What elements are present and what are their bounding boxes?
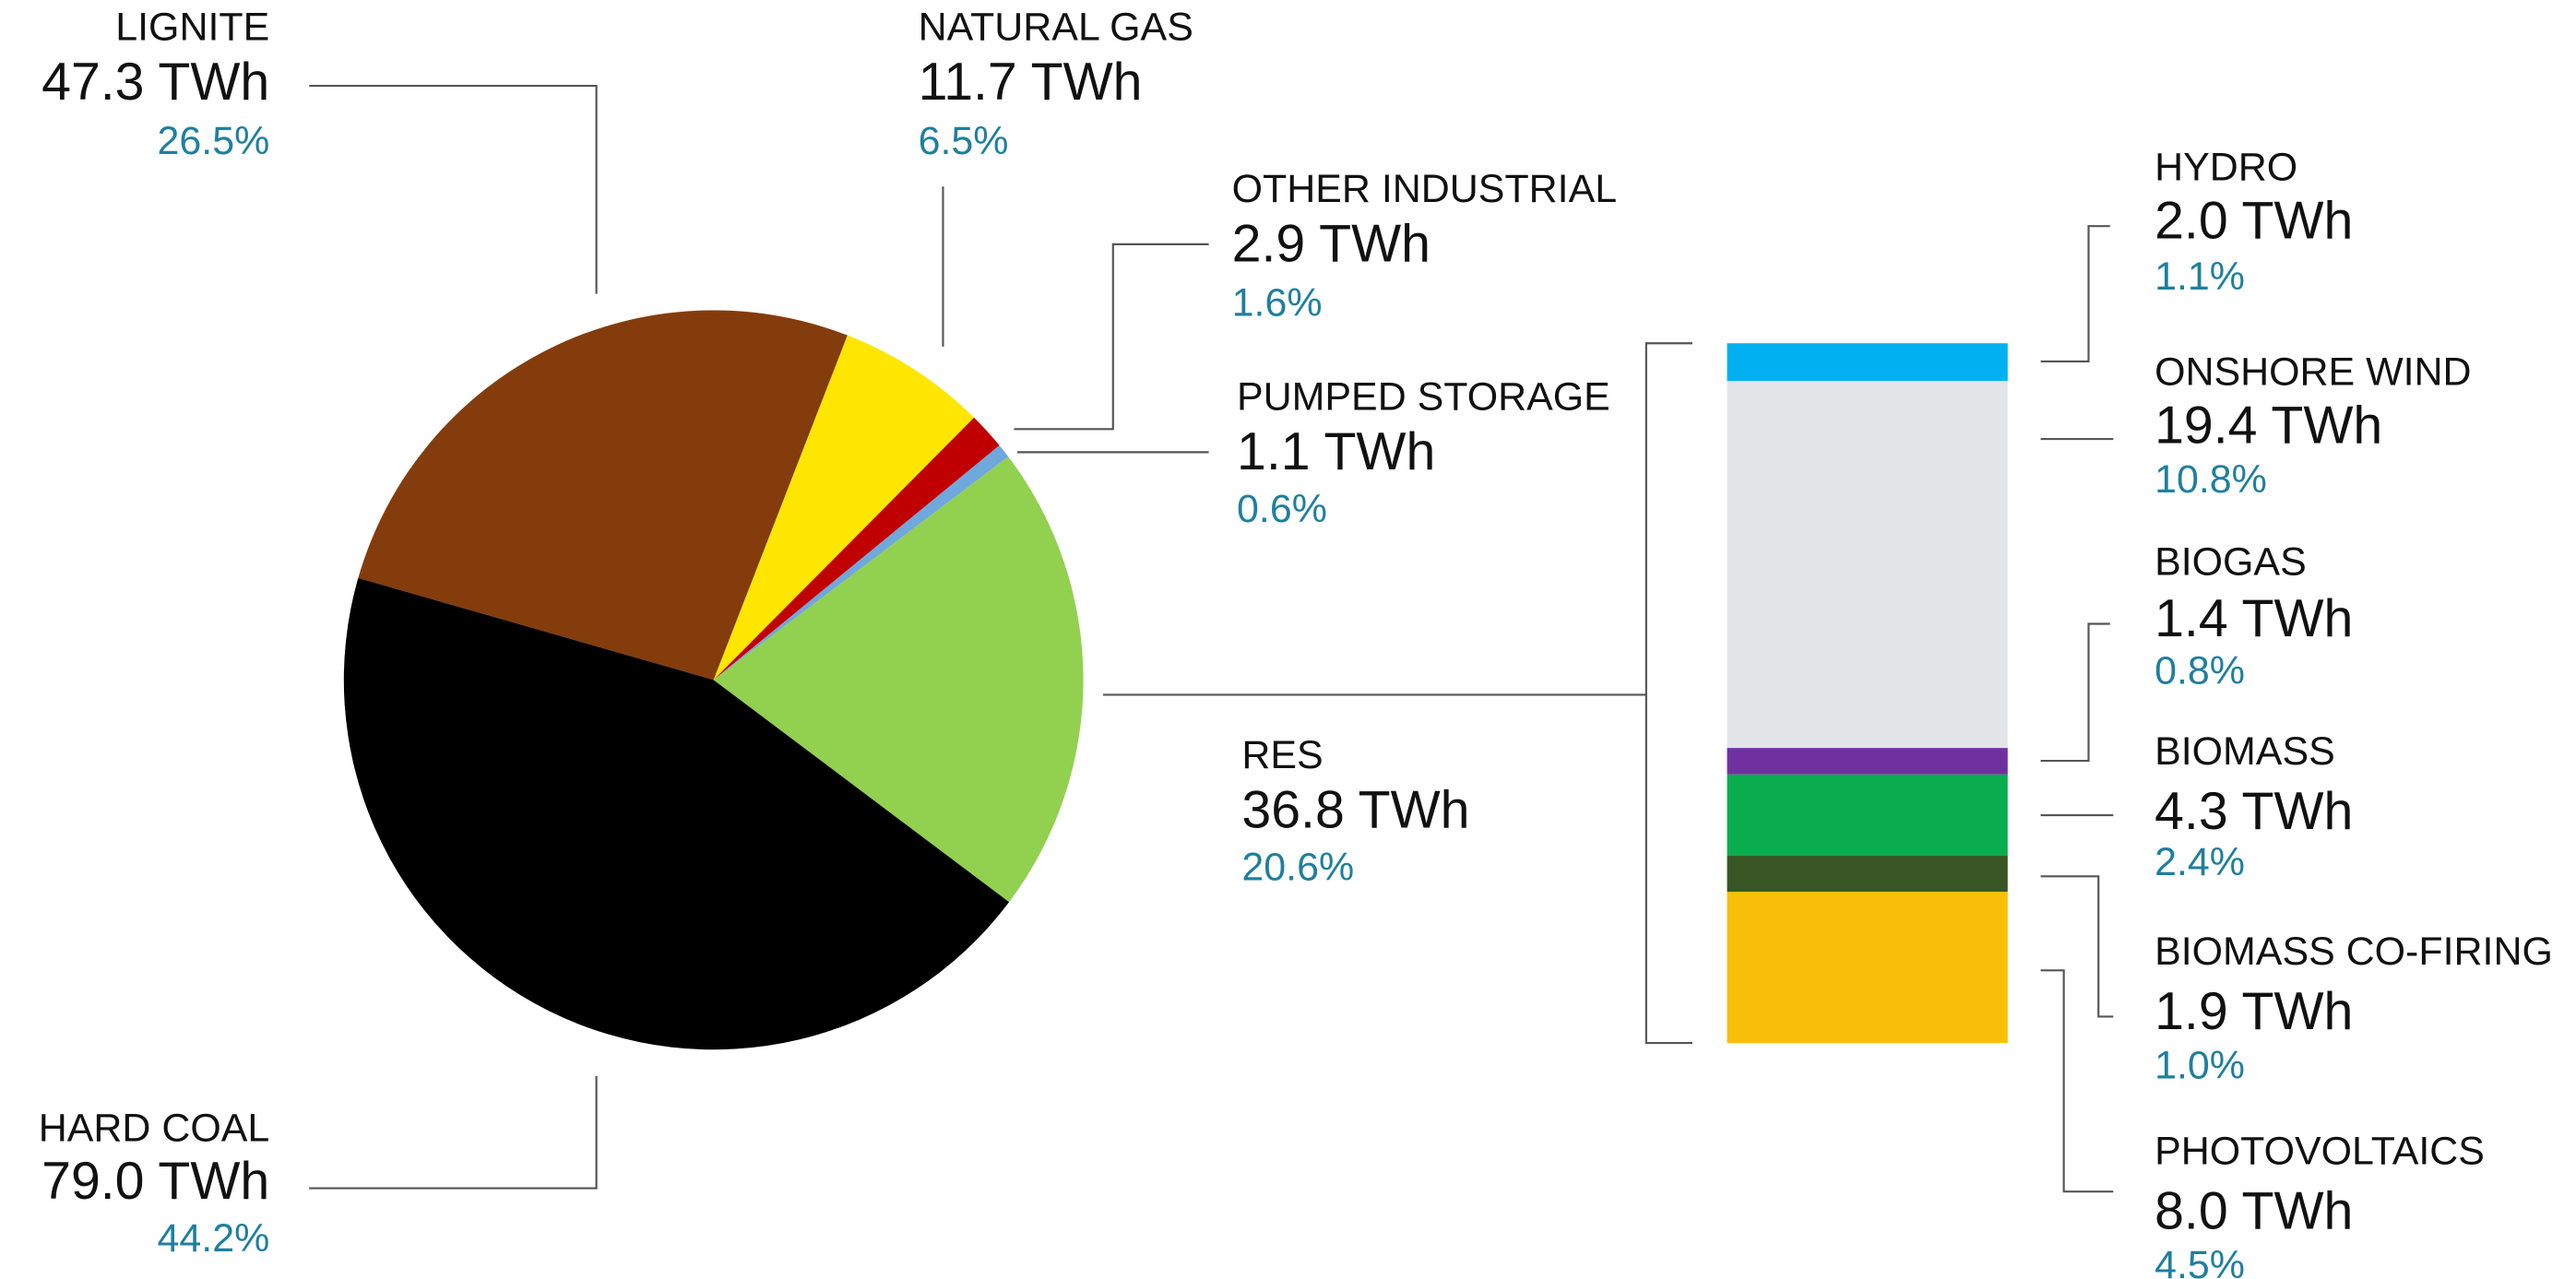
pie-slice [343, 577, 1010, 1050]
share-label: 4.5% [2155, 1243, 2245, 1279]
share-label: 1.1% [2155, 255, 2245, 299]
value-label: 36.8 TWh [1241, 780, 1469, 839]
pie-slice [358, 310, 848, 681]
bar-segment [1727, 774, 2008, 857]
share-label: 20.6% [1241, 846, 1354, 890]
category-label: PUMPED STORAGE [1237, 374, 1610, 419]
value-label: 8.0 TWh [2155, 1181, 2353, 1240]
value-label: 2.0 TWh [2155, 192, 2353, 251]
category-label: OTHER INDUSTRIAL [1232, 167, 1618, 211]
value-label: 79.0 TWh [42, 1152, 269, 1211]
category-label: NATURAL GAS [919, 6, 1193, 50]
value-label: 1.4 TWh [2155, 589, 2353, 648]
value-label: 19.4 TWh [2155, 396, 2382, 455]
bar-segment [1727, 381, 2008, 749]
value-label: 11.7 TWh [919, 53, 1143, 112]
category-label: LIGNITE [115, 6, 269, 50]
value-label: 1.1 TWh [1237, 422, 1435, 481]
bar-segment [1727, 892, 2008, 1044]
share-label: 6.5% [919, 119, 1009, 163]
share-label: 10.8% [2155, 457, 2267, 502]
share-label: 1.0% [2155, 1043, 2245, 1087]
category-label: BIOMASS [2155, 729, 2335, 774]
value-label: 2.9 TWh [1232, 215, 1430, 274]
category-label: BIOMASS CO-FIRING [2155, 930, 2553, 974]
share-label: 1.6% [1232, 280, 1323, 325]
category-label: RES [1241, 733, 1323, 777]
pie-slice [713, 417, 1000, 681]
category-label: BIOGAS [2155, 539, 2307, 584]
share-label: 26.5% [158, 119, 270, 163]
share-label: 2.4% [2155, 840, 2245, 884]
value-label: 1.9 TWh [2155, 982, 2353, 1041]
category-label: PHOTOVOLTAICS [2155, 1129, 2485, 1173]
category-label: ONSHORE WIND [2155, 350, 2472, 395]
bar-segment [1727, 856, 2008, 893]
value-label: 4.3 TWh [2155, 782, 2353, 841]
value-label: 47.3 TWh [42, 53, 269, 112]
category-label: HARD COAL [39, 1106, 270, 1150]
pie-slice [713, 456, 1084, 903]
pie-slice [713, 335, 975, 681]
bar-segment [1727, 343, 2008, 382]
bar-segment [1727, 748, 2008, 775]
leader-lines [309, 84, 2114, 1193]
pie-slice [713, 445, 1009, 681]
share-label: 0.6% [1237, 487, 1327, 531]
share-label: 0.8% [2155, 649, 2245, 693]
share-label: 44.2% [158, 1216, 270, 1261]
category-label: HYDRO [2155, 146, 2297, 190]
